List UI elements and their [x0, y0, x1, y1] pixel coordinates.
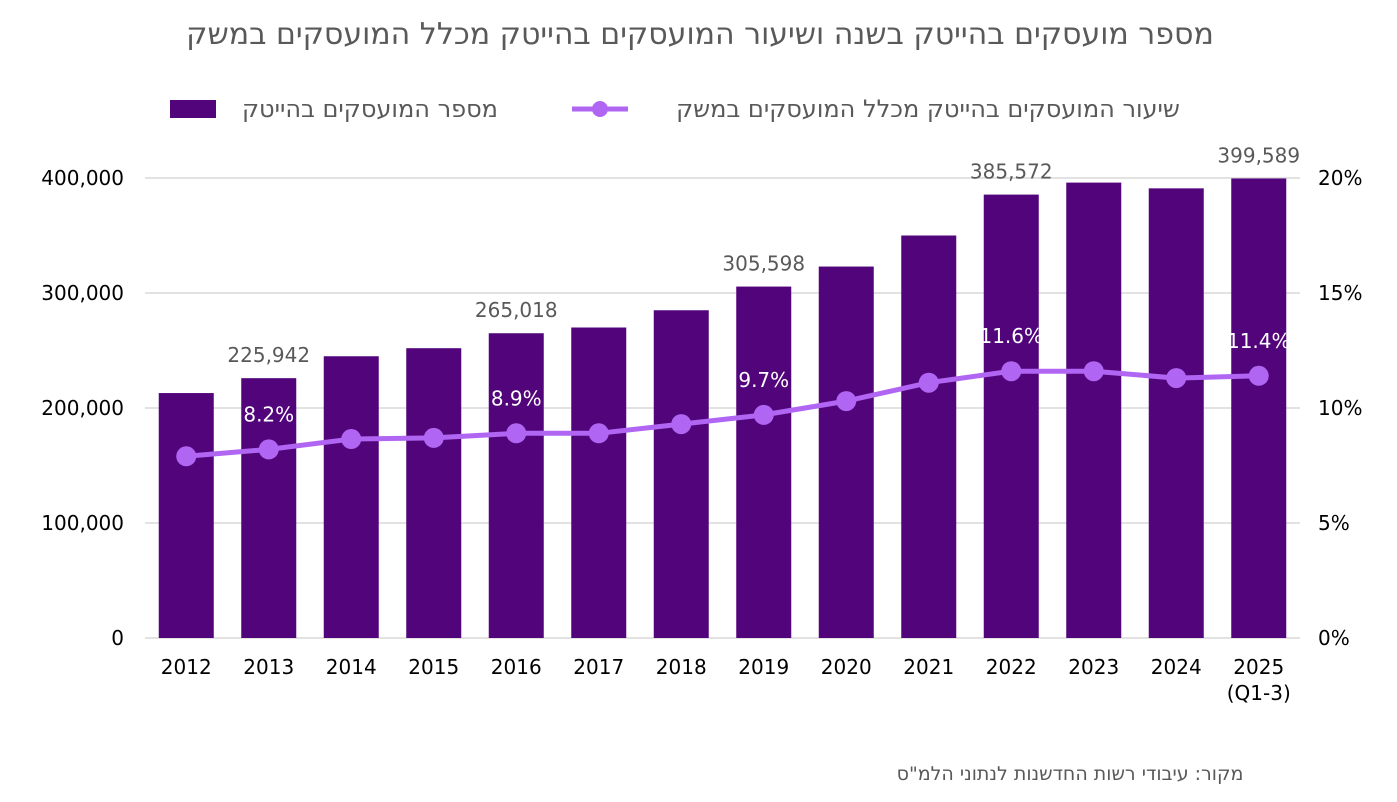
- bar: [323, 356, 379, 638]
- bar: [983, 194, 1039, 638]
- bar: [736, 286, 792, 638]
- bar: [1066, 182, 1122, 638]
- line-point: [1166, 368, 1187, 389]
- bar-data-label: 305,598: [722, 252, 805, 276]
- x-tick-label: 2015: [408, 655, 459, 679]
- chart-title: מספר מועסקים בהייטק בשנה ושיעור המועסקים…: [186, 17, 1214, 52]
- y-left-tick-label: 0: [111, 626, 124, 650]
- y-left-tick-label: 100,000: [41, 511, 124, 535]
- legend-bar-label: מספר המועסקים בהייטק: [242, 95, 498, 123]
- line-point: [588, 423, 609, 444]
- line-point: [1248, 365, 1269, 386]
- line-point: [671, 414, 692, 435]
- x-tick-label: 2016: [491, 655, 542, 679]
- legend-line-label: שיעור המועסקים בהייטק מכלל המועסקים במשק: [676, 95, 1180, 123]
- source-note: מקור: עיבודי רשות החדשנות לנתוני הלמ"ס: [897, 763, 1244, 785]
- bar: [241, 378, 297, 638]
- y-left-tick-label: 200,000: [41, 396, 124, 420]
- line-point: [506, 423, 527, 444]
- line-series: [176, 361, 1269, 467]
- line-data-label: 8.2%: [243, 402, 294, 426]
- line-path: [186, 368, 1259, 459]
- line-point: [918, 372, 939, 393]
- line-point: [753, 404, 774, 425]
- x-tick-label: 2022: [986, 655, 1037, 679]
- x-tick-label: 2014: [326, 655, 377, 679]
- data-labels: 225,942 265,018 305,598 385,572 399,589 8.2% 8…: [227, 143, 1300, 426]
- x-tick-label: 2019: [738, 655, 789, 679]
- line-data-label: 11.4%: [1227, 329, 1291, 353]
- y-left-tick-label: 300,000: [41, 281, 124, 305]
- bar: [406, 348, 462, 638]
- x-tick-label: 2013: [243, 655, 294, 679]
- y-right-tick-label: 10%: [1318, 396, 1362, 420]
- bar: [653, 310, 709, 638]
- bar: [571, 327, 627, 638]
- line-point: [1001, 361, 1022, 382]
- x-tick-label: 2018: [656, 655, 707, 679]
- line-point: [836, 391, 857, 412]
- legend-line-marker: [592, 101, 608, 117]
- x-tick-label: 2025 (Q1-3): [1227, 655, 1291, 705]
- line-data-label: 8.9%: [491, 386, 542, 410]
- y-right-tick-label: 15%: [1318, 281, 1362, 305]
- bar-data-label: 225,942: [227, 343, 310, 367]
- y-right-tick-label: 5%: [1318, 511, 1350, 535]
- y-left-tick-label: 400,000: [41, 166, 124, 190]
- x-tick-label: 2023: [1068, 655, 1119, 679]
- y-axis-right: 0% 5% 10% 15% 20%: [1318, 166, 1362, 650]
- bar-data-label: 399,589: [1217, 143, 1300, 167]
- gridlines: [145, 177, 1300, 639]
- bar: [488, 333, 544, 638]
- line-data-label: 9.7%: [738, 368, 789, 392]
- bar: [158, 393, 214, 638]
- x-tick-label: 2024: [1151, 655, 1202, 679]
- x-tick-label: 2012: [161, 655, 212, 679]
- bar: [901, 235, 957, 638]
- x-tick-label: 2020: [821, 655, 872, 679]
- bar: [1148, 188, 1204, 638]
- bar-data-label: 265,018: [475, 298, 558, 322]
- bar-series: [158, 178, 1287, 638]
- line-point: [341, 429, 362, 450]
- line-data-label: 11.6%: [979, 324, 1043, 348]
- y-right-tick-label: 20%: [1318, 166, 1362, 190]
- bar: [1231, 178, 1287, 638]
- x-axis: 2012 2013 2014 2015 2016 2017 2018 2019 2020 2021…: [161, 655, 1291, 705]
- line-point: [423, 427, 444, 448]
- bar-data-label: 385,572: [970, 160, 1053, 184]
- x-tick-label: 2017: [573, 655, 624, 679]
- legend: מספר המועסקים בהייטק שיעור המועסקים בהיי…: [170, 95, 1180, 123]
- line-point: [258, 439, 279, 460]
- line-point: [176, 446, 197, 467]
- bar: [818, 266, 874, 638]
- x-tick-label: 2021: [903, 655, 954, 679]
- y-right-tick-label: 0%: [1318, 626, 1350, 650]
- line-point: [1083, 361, 1104, 382]
- legend-bar-swatch: [170, 100, 216, 118]
- y-axis-left: 0 100,000 200,000 300,000 400,000: [41, 166, 124, 650]
